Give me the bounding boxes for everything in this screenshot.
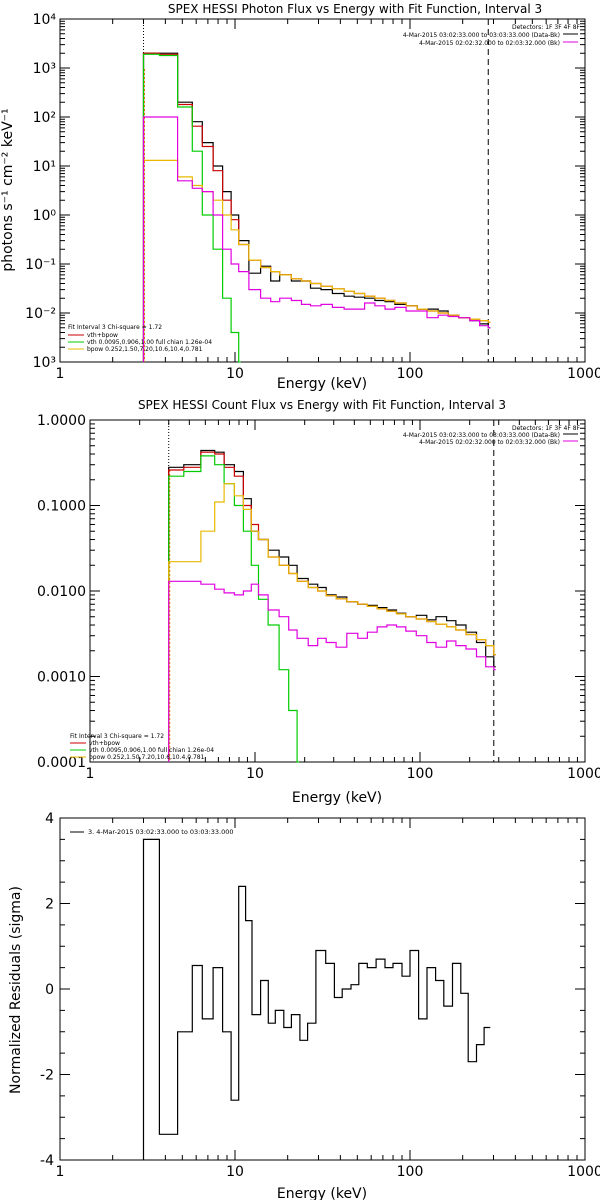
panel-1-legend-left-2: vth 0.0095,0.906,1.00 full chian 1.26e-0… (87, 339, 212, 346)
series-data-bk (142, 52, 491, 362)
y-tick-label: 0 (45, 982, 54, 998)
y-tick-label: 0.0010 (37, 670, 86, 686)
x-tick-label: 10 (226, 366, 244, 382)
panel-2-xlabel: Energy (keV) (292, 790, 382, 806)
x-tick-label: 10 (246, 766, 264, 782)
y-tick-label: -2 (40, 1068, 54, 1084)
panel-1-legend-right-1: 4-Mar-2015 03:02:33.000 to 03:03:33.000 … (403, 32, 560, 39)
y-tick-label: 10⁻¹ (25, 257, 56, 273)
panel-1-title: SPEX HESSI Photon Flux vs Energy with Fi… (168, 2, 542, 16)
y-tick-label: 10³ (33, 61, 56, 77)
panel-3-series (142, 838, 491, 1160)
panel-2-legend-left-0: Fit Interval 3 Chi-square = 1.72 (70, 733, 164, 740)
residual-series (142, 838, 491, 1160)
panel-1-ylabel: photons s⁻¹ cm⁻² keV⁻¹ (0, 108, 16, 271)
series-vth (142, 53, 241, 363)
panel-2-legend-left-2: vth 0.0095,0.906,1.00 full chian 1.26e-0… (89, 747, 214, 754)
panel-2-legend-left-1: vth+bpow (89, 740, 120, 747)
y-tick-label: 0.1000 (37, 499, 86, 515)
y-tick-label: 0.0001 (37, 755, 86, 771)
panel-photon-flux: SPEX HESSI Photon Flux vs Energy with Fi… (0, 2, 600, 392)
y-tick-label: -4 (40, 1153, 54, 1169)
panel-1-legend-right-0: Detectors: 1F 3F 4F 8F (512, 24, 581, 31)
panel-3-ylabel: Normalized Residuals (sigma) (8, 886, 24, 1094)
panel-2-legend-right-2: 4-Mar-2015 02:02:32.000 to 02:03:32.000 … (419, 439, 560, 446)
panel-1-xlabel: Energy (keV) (277, 376, 367, 392)
panel-1-legend-left-3: bpow 0.252,1.50,7.20,10.6,10.4,0.781 (87, 346, 203, 353)
series-bk (168, 580, 496, 762)
series-bpow (142, 159, 491, 362)
panel-2-legend-right-1: 4-Mar-2015 03:02:33.000 to 03:03:33.000 … (403, 432, 560, 439)
x-tick-label: 100 (407, 766, 434, 782)
panel-3-xlabel: Energy (keV) (277, 1186, 367, 1200)
series-bk (142, 116, 491, 362)
x-tick-label: 1000 (567, 366, 600, 382)
y-tick-label: 10³ (33, 355, 56, 371)
panel-2-series (168, 420, 496, 763)
y-tick-label: 4 (45, 811, 54, 827)
panel-2-legend-right-0: Detectors: 1F 3F 4F 8F (512, 425, 581, 432)
x-tick-label: 10 (226, 1164, 244, 1180)
panel-1-legend-left-0: Fit Interval 3 Chi-square = 1.72 (68, 324, 162, 331)
y-tick-label: 10⁻² (25, 306, 56, 322)
x-tick-label: 1000 (567, 1164, 600, 1180)
panel-2-legend-left-3: bpow 0.252,1.50,7.20,10.6,10.4,0.781 (89, 754, 205, 761)
panel-1-legend-left-1: vth+bpow (87, 332, 118, 339)
panel-residuals: 1 10 100 1000 -4 -2 0 2 4 Energy (keV) Normalize… (8, 811, 600, 1202)
y-tick-label: 0.0100 (37, 584, 86, 600)
x-tick-label: 100 (397, 366, 424, 382)
panel-2-ticks: 1 10 100 1000 0.0001 0.0010 0.0100 0.1000 1.0000 (37, 413, 600, 782)
panel-3-ticks: 1 10 100 1000 -4 -2 0 2 4 (40, 811, 600, 1180)
x-tick-label: 1 (56, 366, 65, 382)
y-tick-label: 10² (33, 110, 56, 126)
panel-1-frame (59, 18, 586, 363)
x-tick-label: 1000 (567, 766, 600, 782)
panel-count-flux: SPEX HESSI Count Flux vs Energy with Fit… (37, 398, 600, 806)
y-tick-label: 10¹ (33, 159, 56, 175)
y-tick-label: 2 (45, 897, 54, 913)
panel-1-series (142, 19, 491, 363)
x-tick-label: 1 (86, 766, 95, 782)
panel-1-ticks: 1 10 100 1000 10³ 10⁻² 10⁻¹ 10⁰ 10¹ 10² 10³ 10⁴ (25, 12, 600, 382)
y-tick-label: 10⁰ (33, 208, 57, 224)
panel-2-title: SPEX HESSI Count Flux vs Energy with Fit… (138, 398, 506, 412)
x-tick-label: 100 (397, 1164, 424, 1180)
x-tick-label: 1 (56, 1164, 65, 1180)
series-vth (168, 455, 300, 763)
y-tick-label: 1.0000 (37, 413, 86, 429)
y-tick-label: 10⁴ (33, 12, 57, 28)
panel-3-legend-0: 3. 4-Mar-2015 03:02:33.000 to 03:03:33.0… (88, 828, 234, 836)
series-bpow (168, 483, 496, 762)
panel-1-legend-right-2: 4-Mar-2015 02:02:32.000 to 02:03:32.000 … (419, 40, 560, 47)
